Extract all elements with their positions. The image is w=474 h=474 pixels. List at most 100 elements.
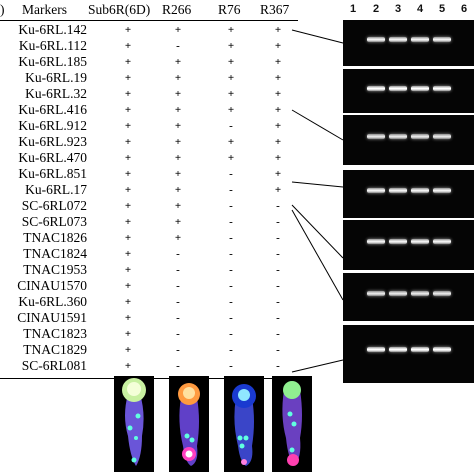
- r76-result: -: [229, 200, 233, 212]
- table-row: SC-6RL081 + - - -: [0, 358, 300, 374]
- sub6r-result: +: [124, 280, 132, 292]
- gel-band: [433, 239, 451, 244]
- r367-result: -: [276, 280, 280, 292]
- connector-line: [291, 359, 344, 373]
- sub6r-result: +: [124, 88, 132, 100]
- gel-band: [389, 188, 407, 193]
- table-row: CINAU1570 + - - -: [0, 278, 300, 294]
- marker-name: CINAU1570: [17, 278, 87, 293]
- r76-result: -: [229, 216, 233, 228]
- marker-name: Ku-6RL.851: [18, 166, 87, 181]
- gel-panel: [343, 273, 474, 321]
- r367-result: -: [276, 344, 280, 356]
- sub6r-result: +: [124, 312, 132, 324]
- marker-name: Ku-6RL.360: [18, 294, 87, 309]
- sub6r-result: +: [124, 328, 132, 340]
- marker-name: Ku-6RL.112: [18, 38, 87, 53]
- gel-band: [389, 291, 407, 296]
- header-markers: Markers: [22, 2, 67, 17]
- r76-result: +: [227, 88, 235, 100]
- r76-result: -: [229, 120, 233, 132]
- r76-result: -: [229, 168, 233, 180]
- r266-result: +: [174, 104, 182, 116]
- gel-band: [367, 37, 385, 42]
- lane-label: 4: [416, 3, 424, 15]
- connector-line: [291, 181, 344, 188]
- gel-panel: [343, 325, 474, 383]
- sub6r-result: +: [124, 216, 132, 228]
- table-row: Ku-6RL.17 + + - +: [0, 182, 300, 198]
- r367-result: +: [274, 56, 282, 68]
- table-row: Ku-6RL.32 + + + +: [0, 86, 300, 102]
- r76-result: -: [229, 232, 233, 244]
- lane-label: 1: [349, 3, 357, 15]
- header-cut-off: ): [0, 2, 5, 17]
- r367-result: +: [274, 104, 282, 116]
- gel-panel: [343, 115, 474, 165]
- r76-result: +: [227, 72, 235, 84]
- gel-band: [433, 86, 451, 91]
- sub6r-result: +: [124, 264, 132, 276]
- r266-result: +: [174, 120, 182, 132]
- r367-result: +: [274, 88, 282, 100]
- table-row: Ku-6RL.142 + + + +: [0, 22, 300, 38]
- table-row: Ku-6RL.470 + + + +: [0, 150, 300, 166]
- gel-band: [367, 291, 385, 296]
- r367-result: +: [274, 136, 282, 148]
- sub6r-result: +: [124, 24, 132, 36]
- r367-result: +: [274, 24, 282, 36]
- marker-name: Ku-6RL.142: [18, 22, 87, 37]
- r76-result: +: [227, 104, 235, 116]
- r367-result: -: [276, 264, 280, 276]
- header-rule: [0, 20, 298, 21]
- marker-name: Ku-6RL.912: [18, 118, 87, 133]
- gel-band: [411, 86, 429, 91]
- table-row: TNAC1826 + + - -: [0, 230, 300, 246]
- r266-result: -: [176, 328, 180, 340]
- r76-result: -: [229, 280, 233, 292]
- gel-band: [411, 188, 429, 193]
- r266-result: +: [174, 216, 182, 228]
- sub6r-result: +: [124, 136, 132, 148]
- gel-band: [433, 134, 451, 139]
- r367-result: +: [274, 120, 282, 132]
- header-r76: R76: [218, 2, 241, 17]
- r266-result: +: [174, 24, 182, 36]
- table-row: TNAC1953 + - - -: [0, 262, 300, 278]
- gel-images: 1 2 3 4 5 6: [343, 0, 474, 400]
- r367-result: +: [274, 72, 282, 84]
- table-row: SC-6RL072 + + - -: [0, 198, 300, 214]
- marker-name: Ku-6RL.19: [25, 70, 87, 85]
- sub6r-result: +: [124, 200, 132, 212]
- marker-name: Ku-6RL.185: [18, 54, 87, 69]
- sub6r-result: +: [124, 104, 132, 116]
- r266-result: +: [174, 152, 182, 164]
- gel-band: [411, 37, 429, 42]
- r76-result: -: [229, 344, 233, 356]
- r266-result: +: [174, 136, 182, 148]
- r367-result: -: [276, 296, 280, 308]
- r76-result: +: [227, 24, 235, 36]
- r367-result: -: [276, 248, 280, 260]
- r367-result: -: [276, 216, 280, 228]
- gel-band: [367, 86, 385, 91]
- lane-label: 6: [460, 3, 468, 15]
- r266-result: +: [174, 88, 182, 100]
- r367-result: -: [276, 360, 280, 372]
- gel-band: [433, 291, 451, 296]
- marker-name: TNAC1953: [23, 262, 87, 277]
- fish-cell-image: [114, 376, 154, 472]
- header-sub6r: Sub6R(6D): [88, 2, 151, 17]
- table-row: Ku-6RL.185 + + + +: [0, 54, 300, 70]
- r266-result: -: [176, 360, 180, 372]
- r367-result: +: [274, 184, 282, 196]
- sub6r-result: +: [124, 120, 132, 132]
- table-row: TNAC1823 + - - -: [0, 326, 300, 342]
- r367-result: +: [274, 152, 282, 164]
- table-row: Ku-6RL.360 + - - -: [0, 294, 300, 310]
- sub6r-result: +: [124, 184, 132, 196]
- gel-band: [433, 188, 451, 193]
- gel-band: [411, 291, 429, 296]
- r266-result: +: [174, 232, 182, 244]
